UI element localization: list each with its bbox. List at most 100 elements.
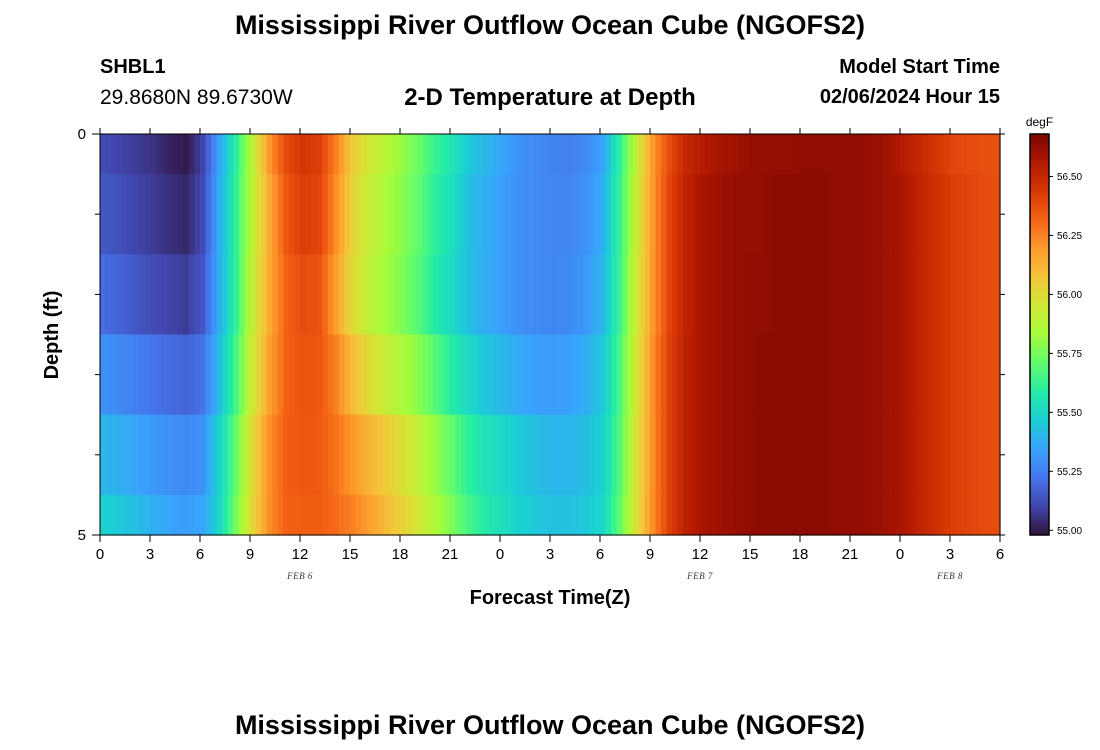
heatmap-cell bbox=[972, 334, 979, 416]
heatmap-cell bbox=[516, 134, 523, 175]
heatmap-cell bbox=[616, 174, 623, 255]
heatmap-cell bbox=[266, 174, 273, 255]
heatmap-cell bbox=[166, 494, 173, 536]
heatmap-cell bbox=[150, 174, 157, 255]
heatmap-cell bbox=[950, 494, 957, 536]
heatmap-cell bbox=[316, 414, 323, 496]
heatmap-cell bbox=[605, 174, 612, 255]
heatmap-cell bbox=[350, 334, 357, 416]
heatmap-cell bbox=[266, 494, 273, 536]
heatmap-cell bbox=[850, 414, 857, 496]
heatmap-cell bbox=[405, 414, 412, 496]
heatmap-cell bbox=[500, 254, 507, 336]
heatmap-cell bbox=[527, 134, 534, 175]
heatmap-cell bbox=[800, 134, 807, 175]
heatmap-cell bbox=[222, 334, 229, 416]
heatmap-cell bbox=[988, 174, 996, 255]
heatmap-cell bbox=[483, 414, 490, 496]
heatmap-cell bbox=[200, 414, 207, 496]
heatmap-cell bbox=[327, 494, 334, 536]
heatmap-cell bbox=[661, 254, 668, 336]
heatmap-cell bbox=[433, 494, 440, 536]
heatmap-cell bbox=[244, 494, 251, 536]
heatmap-cell bbox=[700, 174, 707, 255]
heatmap-cell bbox=[722, 174, 729, 255]
heatmap-cell bbox=[700, 134, 707, 175]
heatmap-cell bbox=[233, 174, 240, 255]
heatmap-cell bbox=[272, 134, 279, 175]
heatmap-cell bbox=[838, 334, 846, 416]
heatmap-cell bbox=[611, 134, 618, 175]
heatmap-cell bbox=[922, 134, 929, 175]
heatmap-cell bbox=[594, 494, 601, 536]
heatmap-cell bbox=[255, 174, 262, 255]
heatmap-cell bbox=[683, 494, 690, 536]
x-tick-label: 0 bbox=[896, 546, 904, 563]
heatmap-cell bbox=[594, 134, 601, 175]
heatmap-cell bbox=[655, 254, 662, 336]
heatmap-cell bbox=[500, 334, 507, 416]
heatmap-cell bbox=[500, 414, 507, 496]
heatmap-cell bbox=[250, 334, 257, 416]
heatmap-cell bbox=[527, 334, 534, 416]
heatmap-cell bbox=[505, 334, 512, 416]
heatmap-cell bbox=[122, 494, 129, 536]
heatmap-cell bbox=[788, 334, 796, 416]
heatmap-cell bbox=[333, 414, 340, 496]
heatmap-cell bbox=[816, 414, 823, 496]
heatmap-cell bbox=[844, 254, 851, 336]
heatmap-cell bbox=[127, 254, 134, 336]
heatmap-cell bbox=[877, 414, 884, 496]
heatmap-cell bbox=[172, 134, 179, 175]
heatmap-cell bbox=[594, 254, 601, 336]
heatmap-cell bbox=[788, 254, 796, 336]
x-axis-ticks: 0 3 6 9 12 15 18 21 0 3 6 9 12 15 18 21 0 3 6 bbox=[96, 128, 1004, 563]
heatmap-cell bbox=[950, 254, 957, 336]
heatmap-cell bbox=[977, 334, 984, 416]
heatmap-cell bbox=[888, 414, 896, 496]
heatmap-cell bbox=[844, 134, 851, 175]
heatmap-cell bbox=[300, 254, 307, 336]
heatmap-cell bbox=[805, 414, 812, 496]
heatmap-cell bbox=[450, 334, 457, 416]
heatmap-cell bbox=[644, 414, 651, 496]
heatmap-cell bbox=[200, 334, 207, 416]
heatmap-cell bbox=[411, 174, 418, 255]
heatmap-cell bbox=[983, 494, 990, 536]
heatmap-cell bbox=[477, 134, 484, 175]
heatmap-cell bbox=[361, 174, 368, 255]
heatmap-cell bbox=[466, 494, 473, 536]
heatmap-cell bbox=[722, 134, 729, 175]
heatmap-cell bbox=[527, 414, 534, 496]
heatmap-cell bbox=[416, 134, 423, 175]
heatmap-cell bbox=[872, 414, 879, 496]
heatmap-cell bbox=[244, 134, 251, 175]
heatmap-cell bbox=[855, 334, 862, 416]
heatmap-cell bbox=[422, 134, 429, 175]
heatmap-cell bbox=[777, 134, 784, 175]
heatmap-cell bbox=[200, 134, 207, 175]
heatmap-cell bbox=[105, 134, 112, 175]
heatmap-cell bbox=[155, 134, 162, 175]
heatmap-cell bbox=[716, 494, 723, 536]
heatmap-cell bbox=[538, 334, 546, 416]
heatmap-cell bbox=[472, 334, 479, 416]
heatmap-cell bbox=[183, 134, 190, 175]
heatmap-cell bbox=[216, 174, 223, 255]
heatmap-cell bbox=[627, 334, 634, 416]
heatmap-cell bbox=[272, 414, 279, 496]
heatmap-cell bbox=[372, 174, 379, 255]
heatmap-cell bbox=[144, 254, 151, 336]
heatmap-cell bbox=[672, 334, 679, 416]
heatmap-cell bbox=[438, 334, 446, 416]
x-tick-label: 0 bbox=[96, 546, 104, 563]
heatmap-cell bbox=[811, 334, 818, 416]
heatmap-cell bbox=[305, 334, 312, 416]
heatmap-cell bbox=[638, 494, 646, 536]
heatmap-cell bbox=[494, 174, 501, 255]
heatmap-cell bbox=[283, 134, 290, 175]
heatmap-cell bbox=[600, 134, 607, 175]
heatmap-cell bbox=[400, 414, 407, 496]
heatmap-cell bbox=[200, 254, 207, 336]
heatmap-cell bbox=[783, 134, 790, 175]
